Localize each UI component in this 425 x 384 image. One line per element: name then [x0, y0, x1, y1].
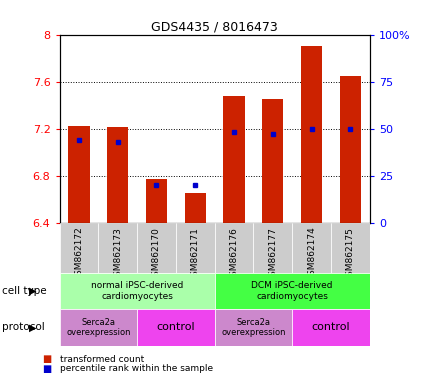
Text: GSM862176: GSM862176 — [230, 227, 238, 281]
Text: GSM862177: GSM862177 — [268, 227, 277, 281]
Bar — [137, 309, 215, 346]
Text: percentile rank within the sample: percentile rank within the sample — [60, 364, 212, 373]
Bar — [224, 96, 245, 223]
Text: ■: ■ — [42, 364, 52, 374]
Text: normal iPSC-derived
cardiomyocytes: normal iPSC-derived cardiomyocytes — [91, 281, 183, 301]
Bar — [146, 179, 167, 223]
Text: ■: ■ — [42, 354, 52, 364]
Bar — [60, 273, 215, 309]
Text: GSM862170: GSM862170 — [152, 227, 161, 281]
Text: control: control — [312, 322, 350, 333]
Bar — [176, 223, 215, 273]
Bar — [215, 223, 253, 273]
Text: GSM862173: GSM862173 — [113, 227, 122, 281]
Bar — [68, 126, 90, 223]
Bar — [292, 223, 331, 273]
Text: cell type: cell type — [2, 286, 47, 296]
Text: Serca2a
overexpression: Serca2a overexpression — [221, 318, 286, 337]
Text: DCM iPSC-derived
cardiomyocytes: DCM iPSC-derived cardiomyocytes — [252, 281, 333, 301]
Bar — [107, 127, 128, 223]
Text: GSM862171: GSM862171 — [191, 227, 200, 281]
Bar — [331, 223, 370, 273]
Bar — [253, 223, 292, 273]
Bar — [215, 273, 370, 309]
Text: ▶: ▶ — [28, 322, 36, 333]
Bar — [340, 76, 361, 223]
Bar — [301, 46, 322, 223]
Bar — [60, 309, 137, 346]
Bar — [60, 223, 98, 273]
Bar — [184, 193, 206, 223]
Bar — [262, 99, 283, 223]
Bar — [137, 223, 176, 273]
Bar — [215, 309, 292, 346]
Text: GSM862174: GSM862174 — [307, 227, 316, 281]
Title: GDS4435 / 8016473: GDS4435 / 8016473 — [151, 20, 278, 33]
Text: ▶: ▶ — [28, 286, 36, 296]
Text: Serca2a
overexpression: Serca2a overexpression — [66, 318, 130, 337]
Bar — [292, 309, 370, 346]
Text: GSM862172: GSM862172 — [74, 227, 83, 281]
Bar — [98, 223, 137, 273]
Text: protocol: protocol — [2, 322, 45, 333]
Text: GSM862175: GSM862175 — [346, 227, 355, 281]
Text: control: control — [156, 322, 195, 333]
Text: transformed count: transformed count — [60, 354, 144, 364]
